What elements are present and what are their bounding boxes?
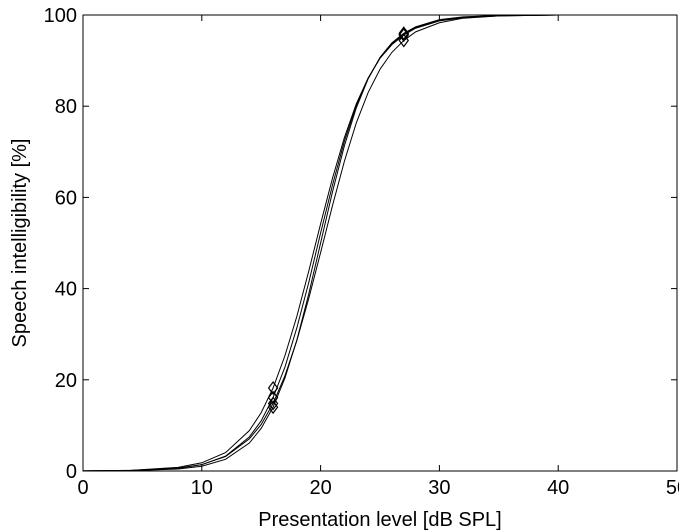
x-tick-label: 40: [547, 477, 569, 499]
diamond-marker: [267, 396, 279, 411]
diamond-marker: [267, 381, 279, 396]
y-tick-label: 60: [55, 187, 77, 209]
diamond-marker: [398, 26, 410, 41]
plot-frame: [82, 14, 678, 472]
curve: [82, 14, 618, 472]
diamond-marker: [267, 400, 279, 415]
x-tick-label: 20: [309, 477, 331, 499]
y-axis-label: Speech intelligibility [%]: [9, 139, 31, 348]
x-axis-label: Presentation level [dB SPL]: [258, 509, 501, 531]
diamond-marker: [398, 28, 410, 43]
y-tick-label: 20: [55, 370, 77, 392]
curve: [82, 14, 618, 472]
x-tick-label: 10: [191, 477, 213, 499]
y-tick-label: 100: [44, 5, 77, 27]
x-tick-label: 30: [428, 477, 450, 499]
x-tick-label: 0: [77, 477, 88, 499]
y-tick-label: 40: [55, 279, 77, 301]
y-tick-label: 0: [66, 461, 77, 483]
x-tick-label: 50: [666, 477, 679, 499]
y-tick-label: 80: [55, 96, 77, 118]
curve: [82, 14, 618, 472]
diamond-marker: [398, 33, 410, 48]
